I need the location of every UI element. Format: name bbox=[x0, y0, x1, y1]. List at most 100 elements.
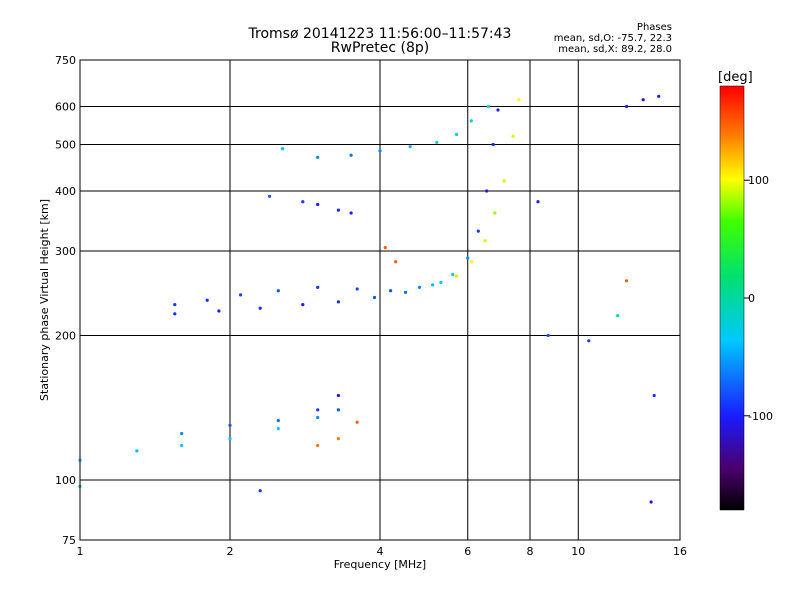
data-point bbox=[383, 246, 387, 250]
data-point bbox=[469, 119, 473, 123]
data-point bbox=[517, 98, 521, 102]
phases-heading: Phases bbox=[636, 22, 672, 33]
data-point bbox=[455, 274, 459, 278]
data-point bbox=[502, 179, 506, 183]
data-point bbox=[180, 443, 184, 448]
data-point bbox=[228, 437, 232, 441]
data-point bbox=[316, 415, 320, 420]
data-point bbox=[491, 142, 495, 147]
data-point bbox=[649, 500, 653, 504]
y-tick-label: 750 bbox=[55, 54, 76, 67]
data-points-layer bbox=[78, 94, 661, 504]
x-tick-label: 4 bbox=[377, 545, 384, 558]
x-tick-label: 6 bbox=[464, 545, 471, 558]
y-tick-label: 400 bbox=[55, 185, 76, 198]
data-point bbox=[316, 155, 320, 159]
data-point bbox=[476, 229, 480, 233]
data-point bbox=[378, 149, 382, 153]
data-point bbox=[336, 408, 340, 412]
data-point bbox=[173, 312, 177, 316]
colorbar-tick-label: 0 bbox=[748, 292, 755, 305]
data-point bbox=[301, 303, 305, 307]
colorbar bbox=[719, 85, 745, 511]
data-point bbox=[455, 132, 459, 136]
data-point bbox=[355, 420, 359, 424]
y-tick-label: 200 bbox=[55, 330, 76, 343]
data-point bbox=[301, 200, 305, 204]
data-point bbox=[616, 314, 620, 318]
data-point bbox=[336, 437, 340, 441]
data-point bbox=[316, 202, 320, 207]
x-axis-label: Frequency [MHz] bbox=[334, 558, 426, 571]
data-point bbox=[394, 260, 398, 264]
data-point bbox=[439, 280, 443, 285]
data-point bbox=[511, 134, 515, 138]
colorbar-tick-label: 100 bbox=[748, 174, 769, 187]
data-point bbox=[276, 289, 280, 293]
data-point bbox=[336, 300, 340, 304]
data-point bbox=[258, 489, 262, 493]
colorbar-tick-label: -100 bbox=[748, 410, 773, 423]
data-point bbox=[276, 419, 280, 423]
data-point bbox=[281, 147, 285, 151]
plot-frame bbox=[79, 59, 681, 541]
data-point bbox=[408, 145, 412, 149]
chart-subtitle: RwPretec (8p) bbox=[330, 40, 430, 56]
data-point bbox=[587, 339, 591, 343]
x-tick-label: 1 bbox=[77, 545, 84, 558]
data-point bbox=[451, 272, 455, 277]
x-tick-label: 16 bbox=[673, 545, 687, 558]
data-point bbox=[431, 283, 435, 287]
data-point bbox=[355, 287, 359, 291]
data-point bbox=[403, 290, 408, 294]
data-point bbox=[336, 393, 340, 398]
data-point bbox=[336, 208, 340, 212]
data-point bbox=[652, 393, 656, 398]
data-point bbox=[417, 285, 422, 289]
data-point bbox=[469, 260, 473, 264]
data-point bbox=[316, 408, 320, 412]
data-point bbox=[483, 239, 487, 243]
data-point bbox=[466, 256, 470, 260]
data-point bbox=[641, 98, 645, 102]
data-point bbox=[316, 285, 320, 289]
data-point bbox=[135, 449, 139, 453]
data-point bbox=[486, 104, 490, 109]
colorbar-ticks: 100 0 -100 bbox=[744, 174, 773, 423]
data-point bbox=[389, 289, 393, 293]
data-point bbox=[485, 189, 489, 193]
y-tick-label: 600 bbox=[55, 101, 76, 114]
x-tick-label: 8 bbox=[527, 545, 534, 558]
x-tick-labels: 1 2 4 6 8 10 16 bbox=[77, 545, 688, 558]
data-point bbox=[239, 293, 243, 297]
y-tick-label: 100 bbox=[55, 474, 76, 487]
data-point bbox=[180, 431, 184, 436]
y-axis-label: Stationary phase Virtual Height [km] bbox=[38, 199, 51, 401]
data-point bbox=[496, 108, 500, 112]
data-point bbox=[625, 104, 629, 109]
grid-lines bbox=[79, 59, 681, 541]
data-point bbox=[349, 153, 353, 157]
y-tick-label: 500 bbox=[55, 139, 76, 152]
data-point bbox=[276, 427, 280, 431]
data-point bbox=[493, 211, 497, 215]
colorbar-label: [deg] bbox=[718, 70, 753, 85]
data-point bbox=[258, 306, 262, 310]
data-point bbox=[267, 194, 272, 198]
y-tick-label: 75 bbox=[62, 534, 76, 547]
data-point bbox=[217, 309, 221, 313]
data-point bbox=[228, 423, 232, 427]
data-point bbox=[536, 200, 540, 204]
data-point bbox=[349, 211, 353, 215]
data-point bbox=[205, 298, 209, 302]
y-tick-labels: 75 100 200 300 400 500 600 750 bbox=[55, 54, 76, 547]
data-point bbox=[173, 303, 177, 307]
data-point bbox=[657, 94, 661, 98]
data-point bbox=[625, 279, 629, 283]
data-point bbox=[546, 333, 550, 338]
data-point bbox=[435, 140, 439, 144]
data-point bbox=[372, 295, 377, 300]
phase-stat-x: mean, sd,X: 89.2, 28.0 bbox=[558, 44, 672, 55]
x-tick-label: 2 bbox=[227, 545, 234, 558]
